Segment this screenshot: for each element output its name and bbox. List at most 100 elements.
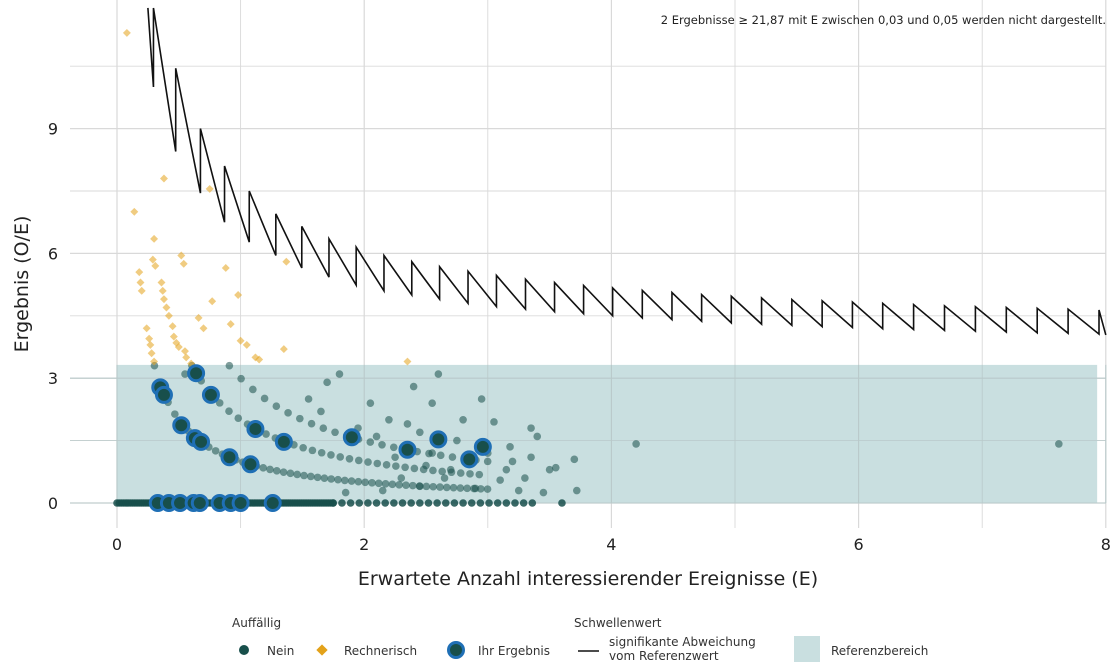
point-rechnerisch — [160, 174, 168, 183]
point-nein — [272, 402, 281, 410]
point-nein — [533, 432, 542, 441]
point-nein — [374, 479, 383, 488]
point-nein — [338, 499, 346, 507]
point-nein — [372, 499, 381, 507]
point-nein — [545, 465, 554, 474]
point-nein — [366, 438, 375, 446]
point-rechnerisch — [169, 332, 178, 341]
x-tick-label: 6 — [854, 535, 864, 554]
point-nein — [331, 428, 339, 437]
point-nein — [428, 399, 436, 407]
point-nein — [368, 479, 376, 487]
point-nein — [483, 485, 492, 493]
point-nein — [401, 463, 409, 472]
point-rechnerisch — [148, 255, 157, 264]
point-nein — [470, 484, 478, 493]
point-nein — [483, 457, 492, 466]
point-ihr-ergebnis — [190, 494, 209, 512]
point-nein — [519, 499, 528, 507]
point-nein — [456, 469, 465, 477]
y-axis-title: Ergebnis (O/E) — [11, 216, 33, 353]
point-nein — [521, 474, 529, 482]
point-nein — [266, 465, 274, 474]
point-ihr-ergebnis — [473, 437, 492, 456]
point-nein — [429, 482, 437, 491]
point-nein — [225, 361, 234, 370]
point-nein — [528, 499, 537, 507]
point-nein — [407, 499, 415, 507]
point-nein — [449, 483, 458, 492]
point-rechnerisch — [181, 347, 189, 356]
point-nein — [477, 395, 486, 403]
point-nein — [433, 499, 441, 507]
point-nein — [388, 480, 397, 489]
point-rechnerisch — [168, 322, 177, 331]
point-rechnerisch — [145, 334, 154, 343]
point-nein — [475, 470, 484, 479]
point-nein — [463, 484, 471, 493]
x-tick-label: 0 — [112, 535, 122, 554]
point-nein — [225, 407, 233, 415]
legend-label-rechnerisch: Rechnerisch — [344, 644, 417, 658]
point-nein — [415, 482, 424, 490]
legend-label-threshold-2: vom Referenzwert — [609, 649, 719, 663]
point-nein — [459, 416, 467, 424]
point-nein — [307, 419, 316, 428]
point-nein — [398, 499, 407, 507]
point-nein — [308, 446, 317, 455]
point-rechnerisch — [164, 311, 173, 320]
legend-marker-reference — [794, 636, 820, 662]
point-nein — [279, 468, 288, 476]
y-tick-label: 0 — [48, 494, 58, 513]
point-nein — [450, 499, 459, 507]
point-nein — [329, 499, 338, 507]
point-nein — [364, 458, 372, 466]
point-nein — [459, 499, 467, 507]
point-nein — [336, 453, 345, 461]
point-nein — [300, 471, 308, 480]
point-rechnerisch — [242, 340, 251, 349]
chart-note: 2 Ergebnisse ≥ 21,87 mit E zwischen 0,03… — [661, 13, 1106, 27]
point-nein — [409, 382, 418, 391]
point-nein — [466, 470, 474, 478]
point-nein — [410, 464, 419, 473]
point-rechnerisch — [255, 355, 264, 364]
point-rechnerisch — [199, 324, 208, 333]
point-rechnerisch — [234, 291, 243, 299]
point-nein — [456, 484, 465, 492]
point-nein — [539, 488, 548, 497]
point-rechnerisch — [177, 251, 186, 260]
point-rechnerisch — [122, 28, 131, 37]
point-nein — [408, 481, 417, 490]
legend-label-nein: Nein — [267, 644, 294, 658]
point-nein — [632, 440, 640, 448]
point-nein — [502, 465, 511, 474]
point-ihr-ergebnis — [241, 455, 260, 474]
x-tick-label: 4 — [606, 535, 616, 554]
point-rechnerisch — [151, 261, 160, 270]
point-nein — [323, 378, 331, 387]
point-nein — [347, 477, 356, 485]
point-nein — [403, 420, 412, 428]
point-nein — [340, 476, 349, 485]
point-nein — [260, 394, 269, 403]
point-nein — [373, 459, 382, 468]
point-nein — [551, 463, 560, 472]
point-nein — [395, 480, 403, 489]
point-ihr-ergebnis — [192, 432, 211, 451]
point-nein — [438, 467, 446, 476]
point-rechnerisch — [236, 336, 245, 345]
point-nein — [424, 499, 433, 507]
point-ihr-ergebnis — [263, 494, 282, 512]
point-nein — [381, 499, 390, 507]
point-nein — [354, 456, 363, 465]
point-rechnerisch — [194, 313, 203, 322]
point-nein — [572, 486, 581, 495]
point-ihr-ergebnis — [187, 364, 206, 383]
point-nein — [378, 486, 387, 495]
point-nein — [273, 467, 281, 475]
point-rechnerisch — [162, 303, 171, 312]
point-nein — [313, 473, 322, 482]
point-rechnerisch — [137, 286, 146, 295]
threshold-line — [147, 7, 1107, 336]
